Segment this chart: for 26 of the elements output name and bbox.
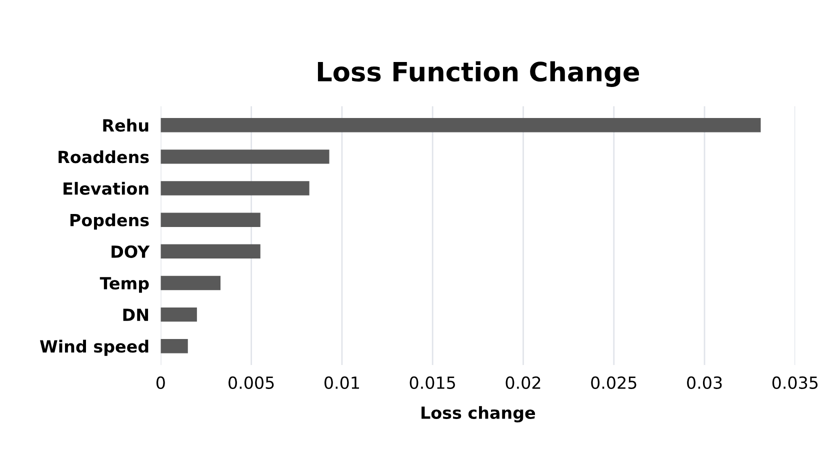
x-tick-label: 0.02	[506, 376, 540, 389]
chart-title: Loss Function Change	[318, 61, 640, 87]
x-tick-label: 0.025	[591, 376, 636, 389]
bar	[160, 276, 220, 290]
x-axis-title: Loss change	[422, 406, 536, 422]
bar	[160, 118, 761, 132]
y-tick-label: Rehu	[103, 118, 148, 132]
y-tick-label: DOY	[112, 245, 150, 258]
x-tick-label: 0.005	[228, 376, 274, 389]
bar	[160, 339, 188, 354]
y-tick-label: Elevation	[64, 182, 148, 195]
bar	[160, 212, 260, 227]
y-tick-label: Popdens	[70, 214, 149, 230]
y-tick-label: DN	[123, 308, 148, 321]
bar	[160, 244, 260, 259]
bar	[160, 181, 310, 196]
y-tick-label: Roaddens	[58, 150, 149, 164]
x-tick-label: 0	[156, 376, 165, 389]
y-tick-label: Wind speed	[40, 340, 148, 356]
bar	[160, 150, 330, 164]
x-tick-label: 0.03	[687, 376, 722, 389]
x-tick-label: 0.01	[324, 376, 359, 389]
bar	[160, 307, 197, 322]
y-tick-label: Temp	[100, 277, 149, 293]
x-tick-label: 0.035	[772, 376, 818, 389]
x-tick-label: 0.015	[410, 376, 455, 389]
